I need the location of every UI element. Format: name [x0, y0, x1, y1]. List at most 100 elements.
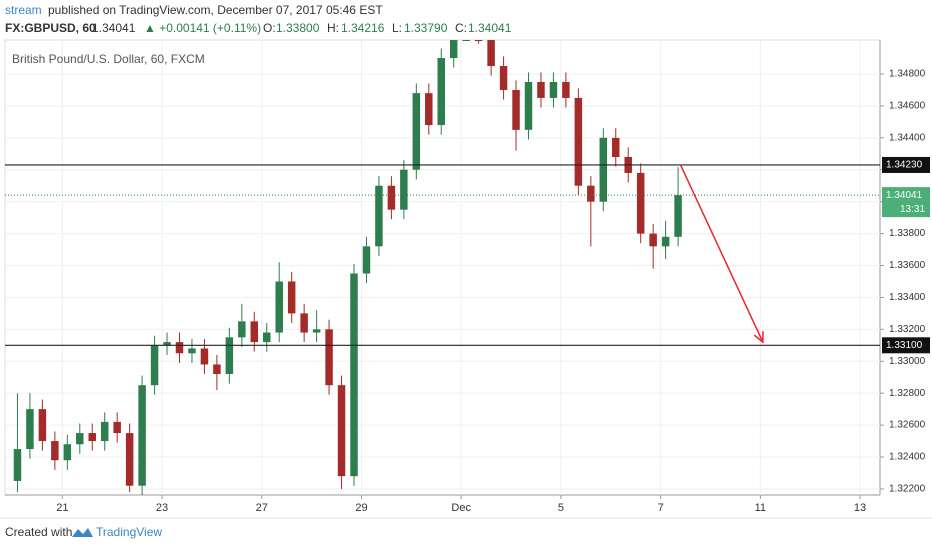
x-tick-label: 7 — [658, 502, 664, 514]
candle-body — [562, 81, 570, 98]
candle-body — [587, 185, 595, 202]
candle-body — [38, 409, 47, 442]
last-price: 1.34041 — [92, 21, 136, 35]
candle-body — [263, 332, 271, 343]
published: published on TradingView.com, December 0… — [48, 3, 383, 17]
candle-body — [113, 421, 121, 434]
candle-body — [674, 195, 682, 237]
candle-body — [100, 421, 109, 442]
countdown: 13:31 — [900, 204, 925, 215]
y-tick-label: 1.34400 — [889, 132, 926, 143]
candle-body — [499, 66, 508, 90]
candle-body — [437, 58, 445, 126]
level-label: 1.33100 — [886, 340, 923, 351]
current-price-label: 1.34041 — [886, 190, 923, 201]
candle-body — [312, 329, 321, 333]
x-tick-label: 13 — [854, 502, 866, 514]
candle-body — [150, 345, 159, 386]
level-label-bg — [882, 337, 930, 354]
author[interactable]: stream — [5, 3, 42, 17]
candle-body — [13, 449, 22, 481]
candle-body — [387, 185, 396, 210]
x-tick-label: 23 — [156, 502, 168, 514]
high-label: H: — [327, 21, 339, 35]
current-price-bg — [882, 187, 930, 218]
change: ▲ +0.00141 (+0.11%) — [144, 21, 261, 35]
y-tick-label: 1.34800 — [889, 69, 926, 80]
y-tick-label: 1.33200 — [889, 324, 926, 335]
candle-body — [300, 313, 308, 333]
candle-body — [51, 441, 59, 461]
x-tick-label: 11 — [755, 502, 766, 514]
candle-body — [76, 433, 84, 445]
candle-body — [287, 281, 296, 314]
low-value: 1.33790 — [404, 21, 448, 35]
candle-body — [250, 321, 259, 343]
candle-body — [462, 40, 470, 41]
candle-body — [213, 364, 221, 375]
candle-body — [175, 342, 184, 354]
level-label: 1.34230 — [886, 160, 923, 171]
candle-body — [512, 89, 520, 130]
y-tick-label: 1.33000 — [889, 356, 926, 367]
candle-body — [325, 329, 333, 386]
candle-body — [375, 185, 383, 247]
y-tick-label: 1.33400 — [889, 292, 926, 303]
candle-body — [275, 281, 283, 333]
candle-body — [599, 137, 608, 202]
brand[interactable]: TradingView — [96, 525, 162, 539]
candle-body — [362, 246, 371, 274]
brand-logo — [72, 528, 93, 537]
candle-body — [337, 385, 346, 477]
candle-body — [412, 93, 421, 170]
created-with: Created with — [5, 525, 72, 539]
y-tick-label: 1.33600 — [889, 260, 926, 271]
candle-body — [474, 40, 483, 41]
y-tick-label: 1.32800 — [889, 388, 926, 399]
legend: British Pound/U.S. Dollar, 60, FXCM — [12, 52, 205, 66]
x-tick-label: 5 — [558, 502, 564, 514]
arrow-head — [753, 331, 764, 344]
high-value: 1.34216 — [341, 21, 385, 35]
y-tick-label: 1.33800 — [889, 228, 926, 239]
candle-body — [238, 321, 246, 338]
y-tick-label: 1.32400 — [889, 452, 926, 463]
level-label-bg — [882, 156, 930, 173]
candle-body — [188, 348, 196, 354]
candle-body — [449, 40, 458, 59]
candle-body — [425, 93, 433, 126]
y-tick-label: 1.32600 — [889, 420, 926, 431]
candle-body — [661, 236, 670, 247]
candle-body — [88, 433, 96, 442]
candle-body — [400, 169, 408, 210]
candle-body — [649, 233, 657, 247]
open-value: 1.33800 — [276, 21, 320, 35]
y-tick-label: 1.32200 — [889, 484, 926, 495]
candle-body — [63, 444, 72, 461]
candle-body — [549, 81, 558, 98]
candle-body — [200, 348, 209, 365]
symbol: FX:GBPUSD, 60 — [5, 21, 96, 35]
candle-body — [26, 409, 34, 450]
low-label: L: — [392, 21, 402, 35]
candle-body — [350, 273, 358, 477]
candle-body — [537, 81, 545, 98]
candle-body — [612, 137, 620, 157]
x-tick-label: 21 — [56, 502, 68, 514]
candle-body — [636, 172, 645, 234]
x-tick-label: 27 — [256, 502, 268, 514]
close-value: 1.34041 — [468, 21, 512, 35]
x-tick-label: 29 — [355, 502, 367, 514]
close-label: C: — [455, 21, 467, 35]
candle-body — [163, 342, 171, 346]
candle-body — [574, 97, 583, 186]
open-label: O: — [263, 21, 276, 35]
trend-arrow — [679, 164, 764, 343]
candle-body — [524, 81, 533, 130]
candle-body — [125, 433, 134, 486]
y-tick-label: 1.34600 — [889, 101, 926, 112]
candle-body — [487, 40, 495, 67]
candle-body — [225, 337, 234, 375]
